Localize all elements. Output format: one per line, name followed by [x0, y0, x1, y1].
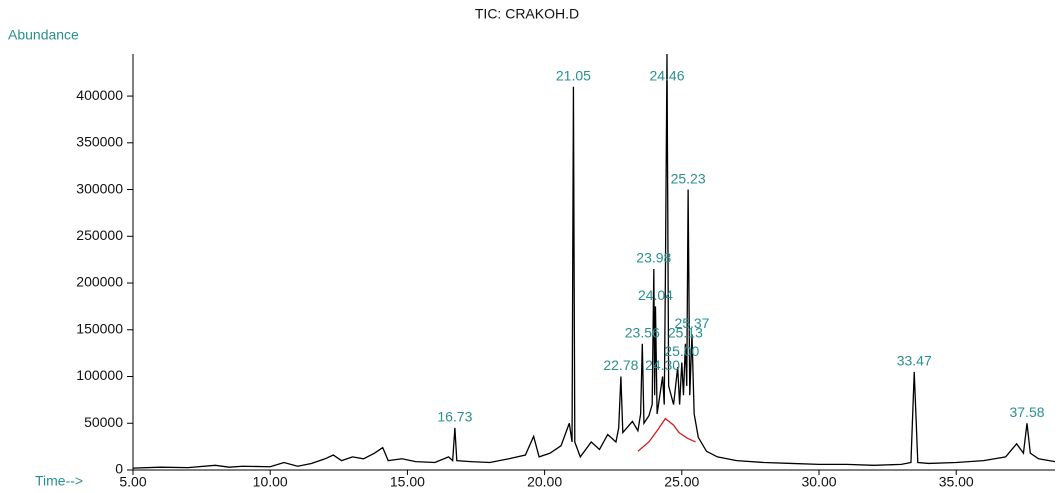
x-tick-label: 25.00	[664, 474, 699, 490]
peak-label: 23.56	[625, 325, 660, 341]
peak-label: 24.04	[638, 287, 673, 303]
y-axis-label: Abundance	[8, 27, 79, 43]
y-tick-label: 350000	[76, 134, 123, 150]
peak-label: 16.73	[437, 409, 472, 425]
y-tick-label: 400000	[76, 87, 123, 103]
x-tick-label: 35.00	[939, 474, 974, 490]
chart-title: TIC: CRAKOH.D	[475, 6, 579, 22]
y-tick-label: 50000	[84, 414, 123, 430]
chart: TIC: CRAKOH.D Abundance Time--> 05000010…	[0, 0, 1058, 493]
peak-label: 25.37	[674, 315, 709, 331]
peak-label: 37.58	[1009, 404, 1044, 420]
trace	[133, 54, 1055, 468]
trace	[638, 419, 696, 452]
y-tick-label: 200000	[76, 274, 123, 290]
x-tick-label: 15.00	[390, 474, 425, 490]
y-tick-label: 300000	[76, 180, 123, 196]
peak-label: 21.05	[556, 67, 591, 83]
y-tick-label: 150000	[76, 320, 123, 336]
peak-label: 24.46	[649, 67, 684, 83]
x-tick-label: 30.00	[801, 474, 836, 490]
peak-label: 25.23	[671, 170, 706, 186]
peak-label: 25.00	[664, 343, 699, 359]
peak-label: 22.78	[603, 357, 638, 373]
x-tick-label: 5.00	[119, 474, 146, 490]
x-tick-label: 10.00	[253, 474, 288, 490]
x-tick-label: 20.00	[527, 474, 562, 490]
x-axis-label: Time-->	[35, 473, 83, 489]
y-tick-label: 100000	[76, 367, 123, 383]
peak-label: 33.47	[897, 353, 932, 369]
peak-label: 24.30	[645, 357, 680, 373]
peak-label: 23.98	[636, 250, 671, 266]
y-tick-label: 250000	[76, 227, 123, 243]
